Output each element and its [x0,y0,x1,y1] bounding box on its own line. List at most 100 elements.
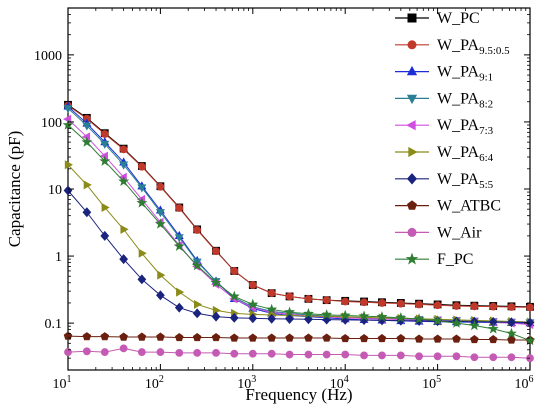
legend-label-subscript: 8:2 [479,98,493,110]
legend-label-subscript: 7:3 [479,125,494,137]
data-point [193,299,203,309]
legend-marker [407,227,417,237]
legend-label-subscript: 9.5:0.5 [479,45,510,57]
data-point [433,301,442,310]
data-point [119,344,128,353]
series-w-pa8-2 [63,105,535,328]
legend-label: W_PA9.5:0.5 [437,37,510,57]
data-point [156,348,165,356]
data-point [415,300,423,309]
data-point [526,303,534,312]
data-point [173,240,185,251]
data-point [229,333,239,342]
data-point [489,302,498,311]
legend-label: W_PA7:3 [437,117,494,137]
data-point [137,274,147,285]
data-point [507,317,516,328]
data-point [339,309,351,321]
data-point [118,175,130,187]
data-point [321,309,333,320]
x-tick-label: 106 [515,374,534,392]
data-point [341,297,350,306]
data-point [211,333,221,342]
legend-label-main: W_PC [437,10,480,27]
data-point [248,313,258,324]
x-tick-label: 105 [422,374,441,392]
x-tick-exponent: 2 [159,374,164,385]
data-point [470,353,479,362]
legend-entry: W_PA6:4 [395,144,494,164]
series-w-pa9-5-0-5 [64,101,534,312]
legend-label-main: W_Air [437,224,482,241]
legend-label: W_PA6:4 [437,144,494,164]
x-tick-exponent: 5 [436,374,441,385]
x-tick-base: 10 [330,377,344,392]
data-point [433,334,442,343]
data-point [99,155,111,166]
legend-marker [406,120,416,131]
data-point [358,310,370,321]
data-point [507,303,516,311]
data-point [266,303,278,315]
series-w-air [64,344,534,363]
legend-entry: W_PA9:1 [395,64,493,84]
legend-marker [407,13,417,23]
data-point [156,290,165,301]
data-point [64,160,73,170]
legend-label-main: W_PA [437,117,480,134]
data-point [137,332,147,341]
data-point [248,281,257,289]
legend-marker [406,173,418,185]
data-point [101,203,110,212]
data-point [468,319,480,331]
legend-label-main: W_PA [437,37,480,54]
data-point [193,226,202,234]
x-tick-base: 10 [422,377,436,392]
data-point [119,145,128,154]
data-point [192,333,202,342]
data-point [156,182,165,191]
legend-marker [406,94,418,105]
data-point [470,334,479,344]
data-point [230,267,239,275]
legend-entry: F_PC [395,251,473,268]
data-point [267,289,276,298]
legend-entry: W_PA7:3 [395,117,494,137]
data-point [82,332,92,341]
data-point [100,332,110,341]
legend-label-subscript: 5:5 [479,179,494,191]
legend-marker [408,146,418,158]
legend-marker [407,200,417,210]
x-tick-base: 10 [237,377,251,392]
y-tick-label: 10 [48,183,62,198]
data-point [174,333,184,342]
legend-marker [406,65,418,76]
data-point [192,308,202,319]
data-point [100,348,109,356]
data-point [432,315,444,326]
data-point [156,332,165,341]
x-tick-label: 103 [237,374,256,392]
data-point [248,333,258,342]
data-point [82,122,92,131]
data-point [470,302,479,311]
data-point [340,333,350,343]
data-point [285,333,294,342]
legend-label-subscript: 6:4 [479,152,494,164]
series-line [67,106,531,324]
data-point [64,348,72,356]
data-point [450,317,462,328]
data-point [267,349,276,358]
legend-label-main: F_PC [437,251,473,268]
data-point [396,351,405,360]
series-line [67,347,531,359]
data-point [452,352,461,361]
y-axis-title: Capacitance (pF) [5,131,24,248]
data-point [81,136,93,147]
data-point [413,313,425,324]
legend-marker [407,40,417,50]
legend-label: W_PA5:5 [437,171,494,191]
data-point [377,333,387,343]
data-point [304,350,313,359]
